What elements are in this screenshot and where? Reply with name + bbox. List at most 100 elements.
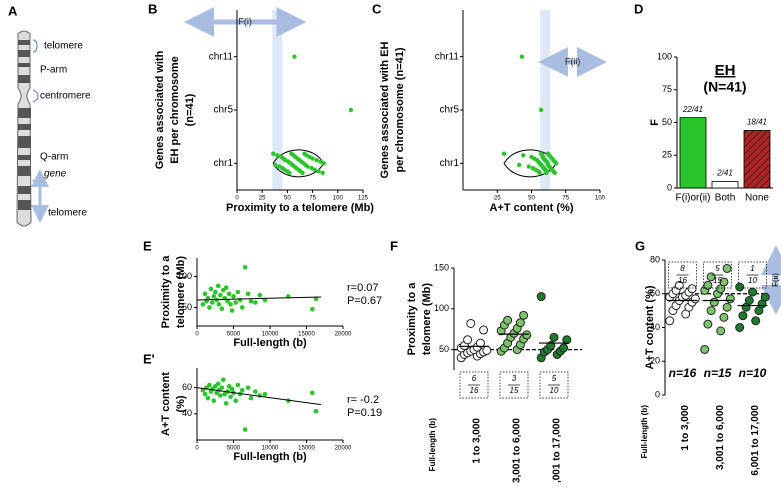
x-tick-label: 6,001 to 17,000 (552, 418, 563, 483)
point (300, 170, 305, 176)
bar (743, 130, 771, 189)
point (305, 164, 310, 169)
point (233, 300, 238, 305)
trendline (196, 387, 322, 406)
y-axis-label: telomere (Mb) (421, 283, 433, 355)
point (205, 395, 211, 401)
point (242, 264, 248, 270)
label: telomere (48, 208, 87, 219)
y-axis-label: Proximity to a (406, 282, 418, 356)
point (738, 311, 748, 321)
point (239, 305, 245, 310)
point (253, 389, 258, 394)
panel-letter: A (8, 3, 18, 18)
point (271, 151, 276, 156)
point (515, 318, 525, 328)
x-tick-label: 3,001 to 6,000 (512, 418, 523, 483)
point (215, 283, 221, 289)
point (262, 391, 268, 397)
point (522, 330, 532, 340)
braces (32, 39, 39, 187)
point (475, 338, 485, 348)
point (501, 151, 507, 156)
point (229, 308, 235, 313)
band-label: F(ii) (771, 273, 780, 287)
point (273, 162, 278, 168)
fraction-numerator: 3 (512, 374, 517, 383)
point (200, 387, 206, 393)
point (207, 382, 212, 388)
x-tick-label: 5000 (227, 332, 241, 338)
x-tick-label: 1 to 3,000 (680, 405, 691, 451)
point (253, 300, 258, 305)
trendline (196, 296, 322, 301)
fraction-denominator: 10 (550, 386, 559, 395)
point (275, 153, 280, 158)
point (706, 306, 716, 316)
panel-letter: D (634, 1, 643, 16)
value-label: 18/41 (747, 118, 767, 127)
annotation: P=0.19 (347, 407, 382, 419)
threshold-band (540, 10, 551, 190)
point (735, 323, 745, 332)
point (537, 170, 542, 176)
panel-a: A telomere P-arm centromere Q-arm gene t… (8, 3, 91, 227)
value-label: 22/41 (682, 105, 703, 114)
point (208, 286, 214, 292)
point (744, 296, 754, 305)
fraction-denominator: 15 (510, 386, 519, 395)
y-axis-label: EH per chromosome (169, 56, 181, 164)
point (536, 292, 546, 302)
point (719, 277, 729, 287)
y-axis-label: F (649, 119, 661, 126)
point (223, 285, 229, 290)
point (202, 291, 208, 297)
bar (711, 181, 739, 189)
y-axis-label: (n=41) (184, 93, 196, 126)
x-tick-label: 15000 (298, 332, 315, 338)
point (211, 398, 217, 404)
x-tick-label: 3,001 to 6,000 (715, 405, 726, 470)
point (722, 263, 732, 273)
point (225, 298, 230, 304)
threshold-band (272, 10, 283, 190)
y-tick-label: 0 (667, 182, 672, 192)
x-tick-label: F(i)or(ii) (676, 193, 711, 204)
x-tick-label: 75 (309, 196, 316, 202)
point (703, 280, 713, 290)
point (248, 395, 254, 401)
fraction-numerator: 5 (715, 264, 720, 273)
point (312, 167, 317, 172)
y-tick-label: chr5 (440, 105, 460, 116)
x-tick-label: 25 (259, 196, 266, 202)
y-axis-label: Proximity to a (160, 255, 172, 329)
label: gene (44, 169, 67, 180)
point (479, 325, 489, 335)
value-label: 2/41 (716, 169, 733, 178)
point (674, 280, 684, 290)
point (320, 170, 325, 176)
y-tick-label: 100 (434, 303, 449, 313)
x-tick-label: None (745, 193, 769, 204)
point (218, 393, 223, 398)
panel-letter: G (635, 238, 645, 253)
x-tick-label: 5000 (227, 446, 241, 452)
panel-letter: B (148, 1, 157, 16)
x-tick-label: 100 (595, 196, 606, 202)
point (310, 390, 315, 396)
point (519, 310, 529, 320)
chart-subtitle: (N=41) (703, 79, 746, 95)
y-axis-label: per chromosome (n=41) (394, 47, 406, 172)
point (313, 296, 319, 302)
x-tick-label: 15000 (298, 446, 315, 452)
point (218, 292, 223, 298)
n-label: n=16 (669, 366, 697, 380)
x-tick-label: 10000 (262, 332, 279, 338)
y-tick-label: 50 (439, 344, 449, 354)
y-tick-label: 20 (650, 356, 660, 366)
x-tick-label: 75 (562, 196, 569, 202)
y-axis-label: Genes associated with (154, 50, 166, 169)
panel-letter: E (143, 238, 152, 253)
y-tick-label: chr1 (440, 158, 460, 169)
x-tick-label: 50 (284, 196, 291, 202)
